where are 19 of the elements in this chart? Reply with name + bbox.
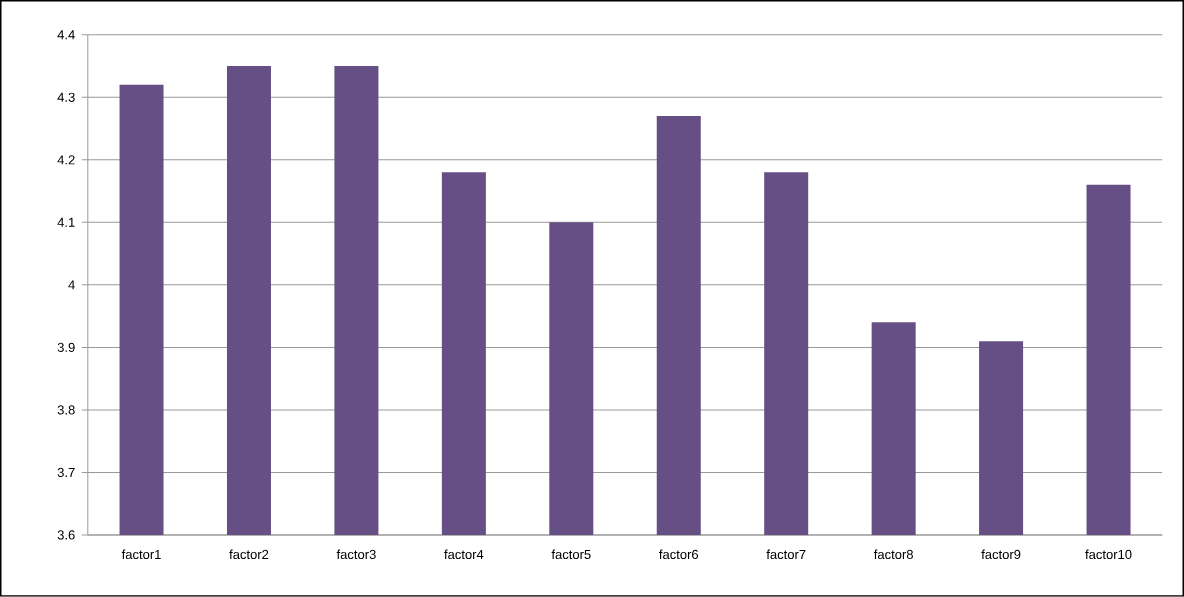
x-tick-label: factor1	[121, 549, 161, 560]
y-tick-label: 4.3	[57, 92, 75, 103]
y-tick-label: 3.9	[57, 342, 75, 353]
y-tick-label: 4	[68, 280, 75, 290]
x-tick-label: factor4	[444, 549, 484, 560]
y-tick-label: 3.8	[57, 405, 75, 415]
x-tick-label: factor6	[659, 549, 699, 560]
y-tick-label: 4.2	[57, 155, 75, 165]
x-tick-label: factor8	[873, 549, 913, 560]
x-tick-label: factor5	[551, 549, 591, 560]
y-tick-label: 4.1	[57, 217, 75, 227]
y-tick-label: 4.4	[57, 30, 75, 40]
x-tick-label: factor2	[229, 549, 269, 560]
x-tick-label: factor9	[981, 549, 1021, 560]
y-tick-label: 3.7	[57, 467, 75, 478]
x-tick-label: factor3	[336, 549, 376, 560]
y-tick-label: 3.6	[57, 530, 75, 540]
x-tick-label: factor7	[766, 549, 806, 560]
x-tick-label: factor10	[1085, 549, 1132, 560]
